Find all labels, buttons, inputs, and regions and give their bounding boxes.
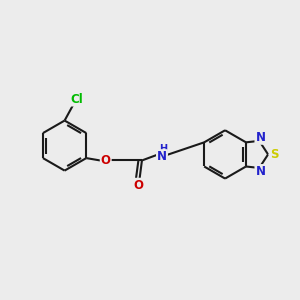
Text: S: S: [270, 148, 278, 161]
Text: O: O: [133, 179, 143, 192]
Text: O: O: [101, 154, 111, 167]
Text: Cl: Cl: [70, 93, 83, 106]
Text: N: N: [255, 165, 266, 178]
Text: N: N: [255, 131, 266, 144]
Text: N: N: [157, 150, 167, 163]
Text: H: H: [159, 144, 167, 154]
